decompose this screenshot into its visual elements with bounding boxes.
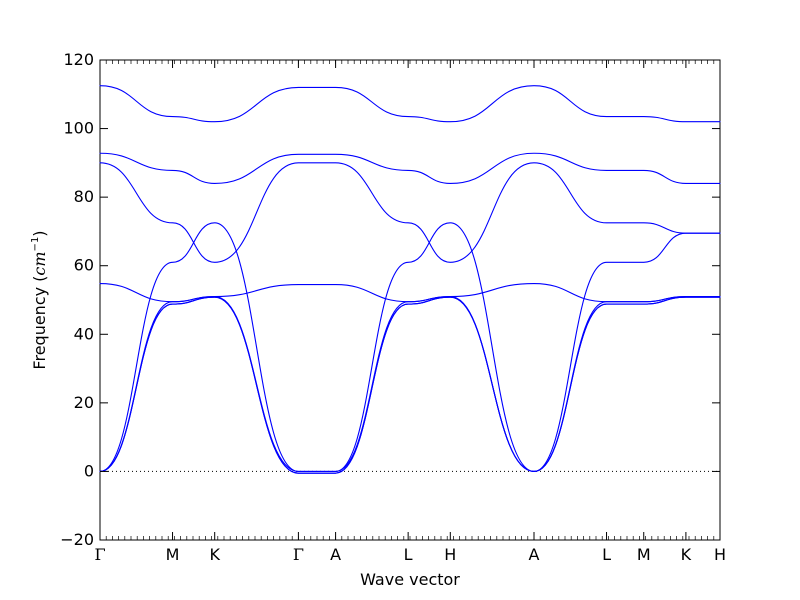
y-axis-label-prefix: Frequency (: [30, 276, 49, 370]
x-tick-label-8: L: [602, 545, 611, 564]
y-tick-label-2: 20: [74, 393, 94, 412]
y-tick-label-5: 80: [74, 187, 94, 206]
y-axis-label-exponent: −1: [30, 237, 41, 252]
x-tick-label-1: M: [166, 545, 180, 564]
x-tick-label-9: M: [637, 545, 651, 564]
series-line-1: [99, 85, 721, 123]
series-line-6: [99, 296, 721, 472]
y-tick-label-1: 0: [84, 461, 94, 480]
tick-layer: −20 0 20 40 60 80 100 120 Γ M K Γ A L H A L M K H: [60, 50, 726, 564]
y-tick-label-4: 60: [74, 256, 94, 275]
plot-frame: [99, 59, 721, 541]
x-tick-label-2: K: [209, 545, 220, 564]
y-tick-label-3: 40: [74, 324, 94, 343]
y-axis-label: Frequency (cm−1): [30, 230, 49, 369]
x-tick-label-11: H: [714, 545, 726, 564]
x-tick-label-7: A: [529, 545, 540, 564]
x-tick-label-4: A: [330, 545, 341, 564]
x-axis-label: Wave vector: [360, 570, 460, 589]
x-tick-label-3: Γ: [293, 545, 304, 564]
y-tick-label-6: 100: [63, 119, 94, 138]
series-line-2: [99, 152, 721, 184]
x-tick-label-6: H: [444, 545, 456, 564]
y-axis-label-suffix: ): [30, 230, 49, 236]
series-line-7: [99, 296, 721, 474]
x-tick-label-0: Γ: [94, 545, 105, 564]
series-line-3: [99, 162, 721, 263]
x-tick-label-5: L: [404, 545, 413, 564]
y-axis-label-unit: cm: [30, 251, 49, 275]
plot-layer: [99, 59, 721, 541]
y-tick-label-0: −20: [60, 530, 94, 549]
label-layer: Wave vector Frequency (cm−1): [30, 230, 460, 589]
y-tick-label-7: 120: [63, 50, 94, 69]
series-line-4: [99, 222, 721, 472]
x-tick-label-10: K: [681, 545, 692, 564]
series-line-8: [99, 296, 721, 474]
